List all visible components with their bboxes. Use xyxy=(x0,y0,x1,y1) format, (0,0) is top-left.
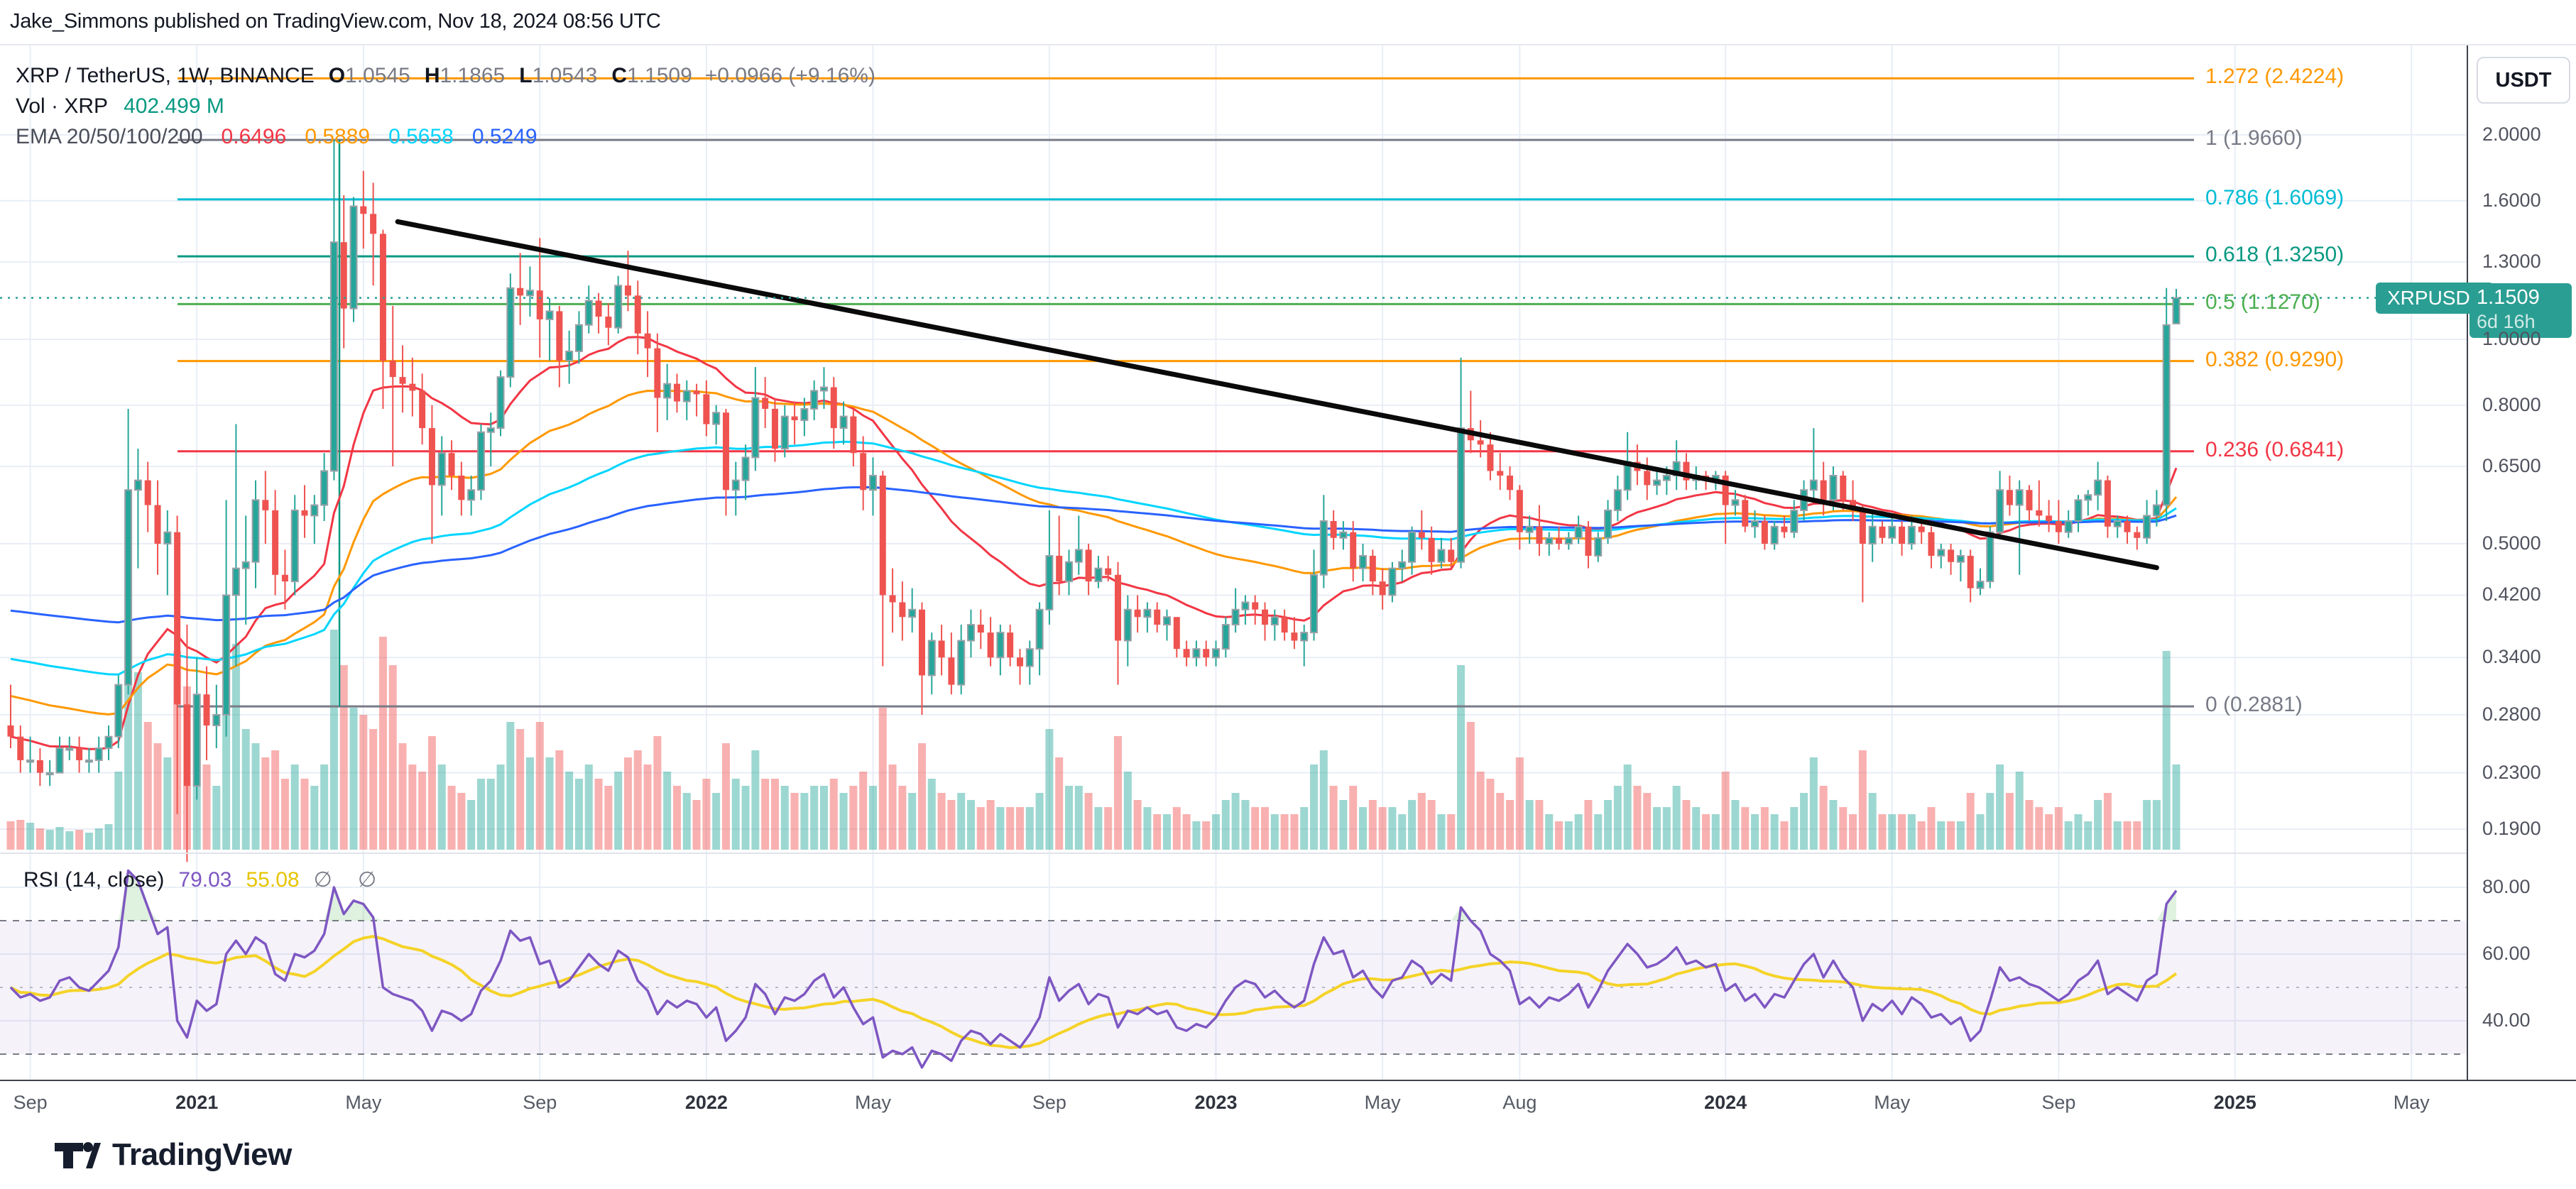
price-tick-label: 0.3400 xyxy=(2482,646,2541,668)
symbol-title: XRP / TetherUS, 1W, BINANCE xyxy=(16,64,315,87)
candles xyxy=(7,140,2181,862)
time-tick-label: 2023 xyxy=(1194,1092,1238,1113)
published-byline: Jake_Simmons published on TradingView.co… xyxy=(10,10,661,33)
header-bar: Jake_Simmons published on TradingView.co… xyxy=(0,0,2576,45)
last-price-badge: 1.1509 6d 16h xyxy=(2469,283,2572,338)
tradingview-logo-icon xyxy=(55,1142,101,1168)
change-value: +0.0966 (+9.16%) xyxy=(704,64,875,87)
ema-value-100: 0.5658 xyxy=(388,125,454,148)
fib-label-1.272: 1.272 (2.4224) xyxy=(2205,65,2345,89)
time-tick-label: May xyxy=(345,1092,382,1113)
rsi-tick-label: 60.00 xyxy=(2482,943,2531,964)
price-tick-label: 0.2800 xyxy=(2482,703,2541,725)
symbol-legend-row: XRP / TetherUS, 1W, BINANCE O1.0545 H1.186… xyxy=(16,64,875,88)
volume-label: Vol · XRP xyxy=(16,94,109,118)
price-tick-label: 0.6500 xyxy=(2482,454,2541,476)
price-tick-label: 0.5000 xyxy=(2482,532,2541,554)
time-tick-label: Sep xyxy=(523,1092,557,1113)
rsi-line xyxy=(9,869,2178,1069)
time-tick-label: May xyxy=(2393,1092,2430,1113)
price-tick-label: 1.3000 xyxy=(2482,250,2541,272)
time-tick-label: Sep xyxy=(1032,1092,1066,1113)
ema-100-line xyxy=(10,440,2177,676)
price-tick-label: 0.1900 xyxy=(2482,818,2541,840)
rsi-label: RSI (14, close) xyxy=(23,868,165,892)
fib-label-0: 0 (0.2881) xyxy=(2205,693,2303,717)
price-tick-label: 0.2300 xyxy=(2482,761,2541,783)
time-tick-label: Sep xyxy=(2041,1092,2076,1113)
ohlc-value: 1.0543 xyxy=(532,64,598,87)
price-tick-label: 2.0000 xyxy=(2482,124,2541,145)
ema-200-line xyxy=(10,486,2177,624)
time-tick-label: 2025 xyxy=(2213,1092,2256,1113)
fib-label-0.382: 0.382 (0.9290) xyxy=(2205,347,2345,371)
ema-50-line xyxy=(10,389,2178,716)
price-tick-label: 1.6000 xyxy=(2482,189,2541,211)
time-tick-label: May xyxy=(1364,1092,1401,1113)
time-tick-label: May xyxy=(854,1092,891,1113)
ohlc-key: L xyxy=(519,64,533,87)
fib-label-0.5: 0.5 (1.1270) xyxy=(2205,290,2320,314)
ohlc-key: C xyxy=(611,64,628,87)
rsi-value: 79.03 xyxy=(178,868,232,892)
rsi-tick-label: 40.00 xyxy=(2482,1009,2531,1031)
ohlc-value: 1.1865 xyxy=(440,64,506,87)
price-tick-label: 1.0000 xyxy=(2482,328,2541,349)
fib-label-1: 1 (1.9660) xyxy=(2205,126,2303,150)
fib-label-0.786: 0.786 (1.6069) xyxy=(2205,185,2345,209)
price-tick-label: 0.4200 xyxy=(2482,583,2541,606)
time-tick-label: 2022 xyxy=(684,1092,728,1113)
tradingview-logo-text: TradingView xyxy=(112,1137,292,1172)
tradingview-logo[interactable]: TradingView xyxy=(54,1137,292,1173)
ema-value-50: 0.5889 xyxy=(305,125,371,148)
descending-trendline xyxy=(395,219,2159,571)
time-tick-label: Aug xyxy=(1502,1092,1537,1113)
time-tick-label: May xyxy=(1874,1092,1911,1113)
fib-label-0.618: 0.618 (1.3250) xyxy=(2205,243,2345,267)
bar-countdown: 6d 16h xyxy=(2477,310,2536,332)
price-tick-label: 0.8000 xyxy=(2482,393,2541,415)
volume-bars xyxy=(6,630,2181,850)
currency-toggle-button[interactable]: USDT xyxy=(2477,57,2570,104)
rsi-tick-label: 80.00 xyxy=(2482,876,2531,897)
ema-20-line xyxy=(10,336,2178,750)
time-tick-label: 2024 xyxy=(1704,1092,1747,1113)
ema-value-200: 0.5249 xyxy=(471,125,537,148)
fib-label-0.236: 0.236 (0.6841) xyxy=(2205,437,2345,461)
volume-value: 402.499 M xyxy=(124,94,224,118)
time-tick-label: 2021 xyxy=(175,1092,219,1113)
rsi-ma-value: 55.08 xyxy=(246,868,300,892)
ohlc-value: 1.1509 xyxy=(627,64,692,87)
ohlc-value: 1.0545 xyxy=(345,64,410,87)
volume-legend-row: Vol · XRP 402.499 M xyxy=(16,94,224,119)
ema-label: EMA 20/50/100/200 xyxy=(16,125,203,148)
last-price-value: 1.1509 xyxy=(2477,285,2540,309)
ohlc-key: O xyxy=(328,64,346,87)
rsi-legend-row: RSI (14, close) 79.03 55.08 ∅ ∅ xyxy=(23,867,386,892)
ema-legend-row: EMA 20/50/100/200 0.6496 0.5889 0.5658 0.524… xyxy=(16,125,537,149)
ohlc-key: H xyxy=(424,64,440,87)
rsi-ma-line xyxy=(10,935,2178,1049)
ema-value-20: 0.6496 xyxy=(221,125,287,148)
rsi-empty-icons: ∅ ∅ xyxy=(313,868,387,892)
time-tick-label: Sep xyxy=(13,1092,48,1113)
